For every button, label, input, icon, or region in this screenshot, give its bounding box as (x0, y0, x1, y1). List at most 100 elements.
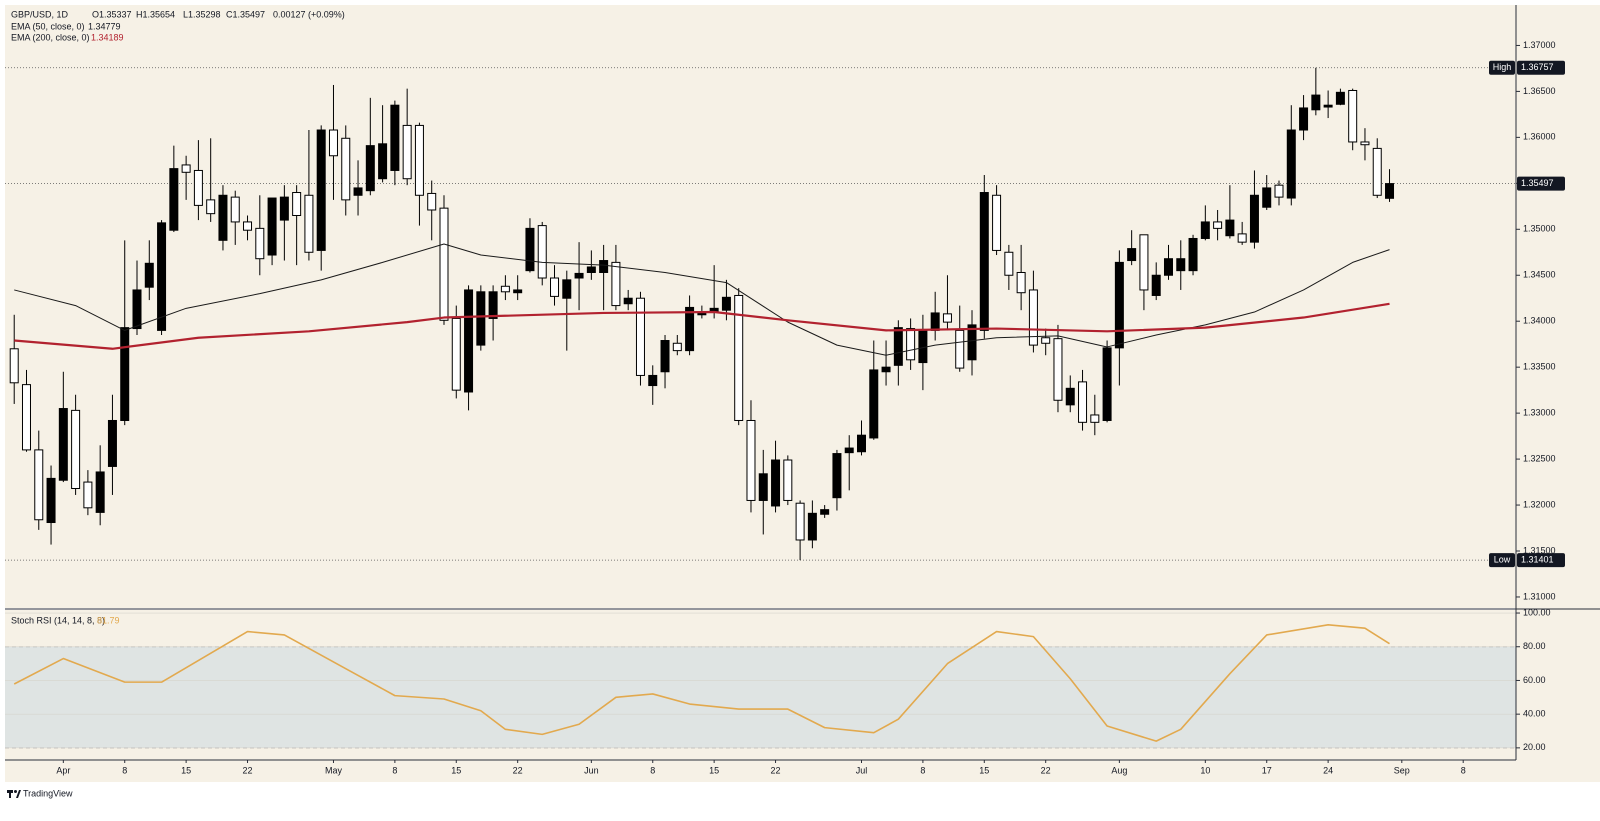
candle-body (1053, 338, 1063, 401)
candle-body (550, 277, 560, 297)
candle-body (1372, 147, 1382, 196)
candle-body (34, 449, 44, 521)
candle-body (979, 192, 989, 331)
y-tick-label: 1.33500 (1523, 362, 1556, 372)
candle-body (451, 317, 461, 391)
candle-body (1004, 251, 1014, 276)
candle-body (206, 199, 216, 215)
low-tag: Low (1494, 554, 1511, 564)
candle-body (1016, 271, 1026, 294)
candle-body (660, 340, 670, 373)
y-tick-label: 40.00 (1523, 709, 1546, 719)
price-axis (1516, 5, 1600, 760)
candle-body (1090, 414, 1100, 423)
candle-body (869, 369, 879, 439)
x-tick-label: 22 (1041, 765, 1051, 775)
y-tick-label: 1.36500 (1523, 86, 1556, 96)
low-value: 1.31401 (1521, 554, 1554, 564)
candle-body (1041, 337, 1051, 344)
legend-entry: EMA (200, close, 0) (11, 32, 90, 42)
candle-body (157, 222, 167, 331)
y-tick-label: 1.34000 (1523, 316, 1556, 326)
x-tick-label: 8 (1461, 765, 1466, 775)
indicator-line (14, 302, 1390, 350)
candle-body (1348, 89, 1358, 143)
y-tick-label: 1.36000 (1523, 132, 1556, 142)
brand-logo (7, 790, 21, 798)
candle-body (316, 129, 326, 251)
grid-layer (5, 67, 1516, 749)
legend-value: 1.34779 (88, 21, 121, 31)
candle-body (9, 348, 19, 384)
candle-body (623, 297, 633, 305)
candle-body (427, 192, 437, 211)
x-tick-label: 15 (979, 765, 989, 775)
x-tick-label: Jun (584, 765, 599, 775)
candle-body (107, 419, 117, 467)
candle-body (562, 279, 572, 299)
y-tick-label: 60.00 (1523, 675, 1546, 685)
candle-body (574, 272, 584, 279)
x-tick-label: 8 (122, 765, 127, 775)
candle-body (832, 453, 842, 499)
x-tick-label: 8 (392, 765, 397, 775)
candle-body (1065, 387, 1075, 406)
x-tick-label: 8 (650, 765, 655, 775)
legend-value: 1.34189 (91, 32, 124, 42)
high-tag: High (1493, 62, 1512, 72)
candle-body (820, 509, 830, 515)
candle-body (464, 289, 474, 393)
candle-body (537, 225, 547, 279)
candle-body (771, 459, 781, 507)
candle-body (120, 327, 130, 421)
candle-body (1078, 381, 1088, 423)
candle-body (390, 104, 400, 171)
candle-body (292, 192, 302, 216)
candle-body (1299, 107, 1309, 131)
candle-body (402, 124, 412, 180)
close: C1.35497 (226, 9, 265, 19)
high-tag-box (1489, 60, 1515, 75)
candle-body (353, 187, 363, 196)
x-tick-label: May (325, 765, 343, 775)
y-tick-label: 1.33000 (1523, 408, 1556, 418)
x-tick-label: 8 (920, 765, 925, 775)
candle-body (906, 328, 916, 361)
candle-body (414, 124, 424, 196)
candle-body (1188, 237, 1198, 272)
low-value-box (1517, 553, 1565, 568)
candle-body (1360, 141, 1370, 146)
candle-body (1028, 289, 1038, 346)
candle-body (1225, 219, 1235, 237)
candle-body (1262, 187, 1272, 208)
candle-body (795, 502, 805, 541)
candle-body (586, 266, 596, 273)
candle-body (942, 313, 952, 323)
y-tick-label: 1.35000 (1523, 224, 1556, 234)
indicator-line (14, 243, 1390, 356)
candle-body (1323, 104, 1333, 108)
candle-body (476, 291, 486, 346)
low: L1.35298 (183, 9, 221, 19)
candle-body (1163, 258, 1173, 276)
candle-body (1151, 274, 1161, 296)
time-axis (5, 760, 1600, 782)
x-tick-label: 22 (243, 765, 253, 775)
candle-body (218, 194, 228, 241)
x-tick-label: Jul (856, 765, 868, 775)
candle-body (599, 260, 609, 273)
candle-body (685, 306, 695, 352)
candle-body (341, 137, 351, 201)
candle-body (95, 471, 105, 513)
candle-body (1200, 221, 1210, 239)
change: 0.00127 (+0.09%) (273, 9, 345, 19)
candle-body (1237, 233, 1247, 243)
high-value-box (1517, 60, 1565, 75)
candle-body (746, 419, 756, 501)
candle-body (721, 296, 731, 311)
candle-body (734, 294, 744, 421)
x-tick-label: 15 (709, 765, 719, 775)
candle-body (635, 297, 645, 376)
x-tick-label: 15 (181, 765, 191, 775)
